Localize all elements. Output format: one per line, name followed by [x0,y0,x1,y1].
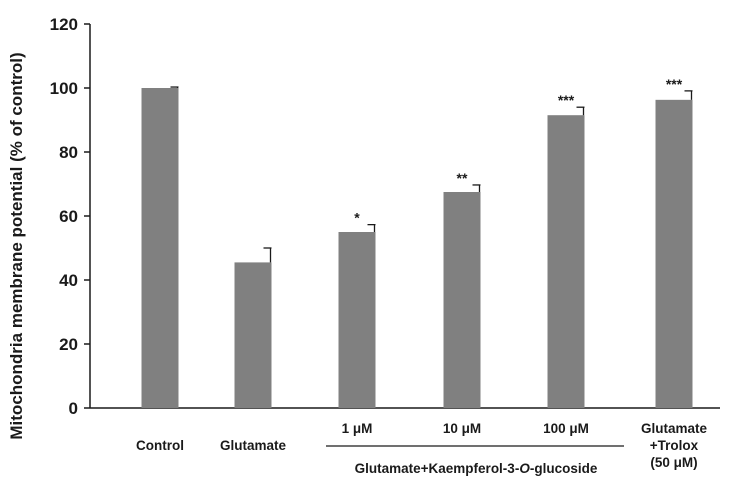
significance-label: *** [666,76,683,92]
significance-label: *** [558,92,575,108]
category-labels: Control Glutamate 1 μM 10 μM 100 μM Glutamate… [136,421,707,470]
bar [443,192,481,408]
bar [655,99,693,408]
error-bars [170,86,693,263]
y-axis: 0 20 40 60 80 100 120 [50,15,720,418]
y-tick-label: 80 [59,143,78,162]
category-label: Control [136,438,184,453]
y-tick-label: 20 [59,335,78,354]
group-label: Glutamate+Kaempferol-3-O-glucoside [355,461,598,476]
bars [141,88,693,408]
significance-labels: ********* [354,76,682,226]
category-label: 100 μM [543,421,589,436]
bar [234,262,272,408]
significance-label: * [354,210,360,226]
category-label: Glutamate [220,438,287,453]
y-tick-label: 60 [59,207,78,226]
treatment-group: Glutamate+Kaempferol-3-O-glucoside [326,445,624,476]
category-label: 1 μM [342,421,373,436]
y-tick-label: 120 [50,15,78,34]
y-tick-label: 100 [50,79,78,98]
bar [547,115,585,408]
significance-label: ** [457,170,468,186]
bar [338,232,376,408]
y-axis-label: Mitochondria membrane potential (% of co… [7,52,26,439]
bar [141,88,179,408]
y-tick-label: 40 [59,271,78,290]
y-tick-label: 0 [69,399,78,418]
category-label: 10 μM [443,421,481,436]
category-label: Glutamate +Trolox (50 μM) [641,421,708,470]
